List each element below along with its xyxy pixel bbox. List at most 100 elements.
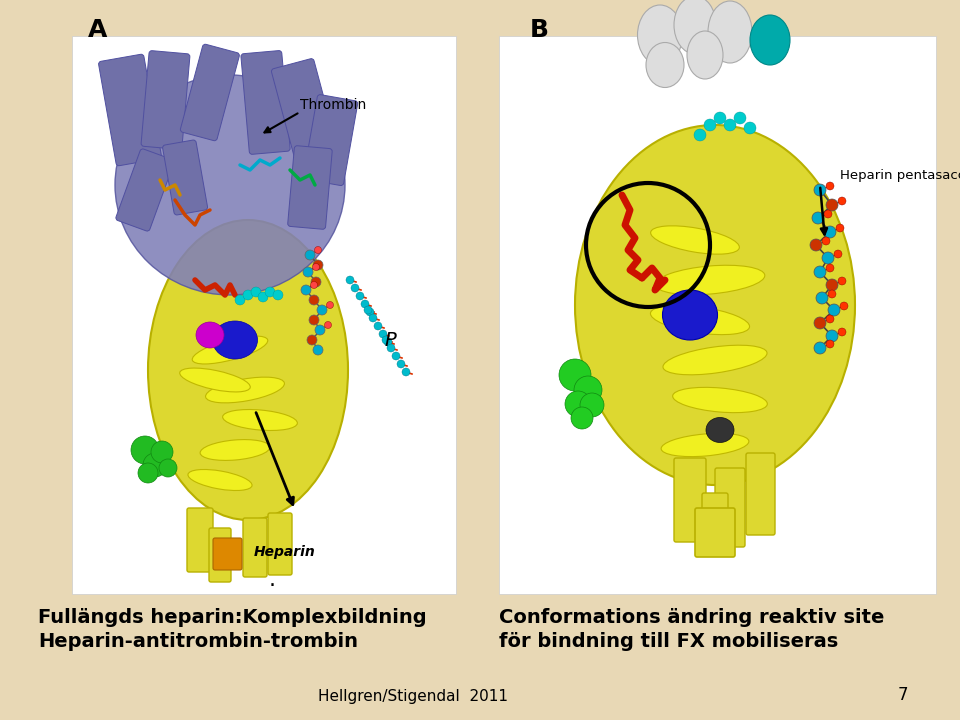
Circle shape	[810, 239, 822, 251]
Circle shape	[138, 463, 158, 483]
Circle shape	[828, 290, 836, 298]
Circle shape	[704, 119, 716, 131]
Circle shape	[374, 322, 382, 330]
FancyBboxPatch shape	[162, 140, 207, 215]
Circle shape	[822, 252, 834, 264]
Circle shape	[826, 182, 834, 190]
Circle shape	[814, 184, 826, 196]
Text: Heparin-antitrombin-trombin: Heparin-antitrombin-trombin	[38, 632, 358, 652]
Circle shape	[822, 237, 830, 245]
FancyBboxPatch shape	[141, 50, 190, 150]
FancyBboxPatch shape	[272, 58, 339, 166]
FancyBboxPatch shape	[180, 44, 239, 140]
Circle shape	[559, 359, 591, 391]
Ellipse shape	[687, 31, 723, 79]
Circle shape	[235, 295, 245, 305]
FancyBboxPatch shape	[702, 493, 728, 552]
FancyBboxPatch shape	[187, 508, 213, 572]
Ellipse shape	[646, 42, 684, 88]
Circle shape	[384, 338, 392, 346]
Circle shape	[265, 287, 275, 297]
Text: Heparin pentasaccharide: Heparin pentasaccharide	[840, 168, 960, 181]
Circle shape	[724, 119, 736, 131]
Circle shape	[131, 436, 159, 464]
Circle shape	[382, 336, 390, 344]
Text: Conformations ändring reaktiv site: Conformations ändring reaktiv site	[499, 608, 884, 627]
Circle shape	[151, 441, 173, 463]
Circle shape	[826, 315, 834, 323]
Circle shape	[838, 197, 846, 205]
Circle shape	[326, 302, 333, 308]
Text: Fullängds heparin:Komplexbildning: Fullängds heparin:Komplexbildning	[38, 608, 427, 627]
Ellipse shape	[196, 322, 224, 348]
Circle shape	[351, 284, 359, 292]
Ellipse shape	[205, 377, 284, 403]
FancyBboxPatch shape	[116, 149, 174, 231]
Circle shape	[307, 335, 317, 345]
Circle shape	[379, 330, 387, 338]
Ellipse shape	[188, 469, 252, 490]
Circle shape	[159, 459, 177, 477]
Circle shape	[574, 376, 602, 404]
Ellipse shape	[674, 0, 716, 54]
FancyBboxPatch shape	[695, 508, 735, 557]
FancyBboxPatch shape	[99, 54, 161, 166]
Bar	[72, 36, 456, 594]
Ellipse shape	[661, 433, 749, 456]
Circle shape	[814, 317, 826, 329]
Ellipse shape	[180, 368, 251, 392]
Circle shape	[324, 322, 331, 328]
Circle shape	[143, 453, 167, 477]
Circle shape	[315, 246, 322, 253]
Circle shape	[361, 300, 369, 308]
Circle shape	[309, 315, 319, 325]
Circle shape	[694, 129, 706, 141]
Ellipse shape	[651, 226, 739, 254]
Circle shape	[565, 391, 591, 417]
Circle shape	[397, 360, 405, 368]
Text: .: .	[269, 570, 276, 590]
Circle shape	[840, 302, 848, 310]
Circle shape	[824, 226, 836, 238]
Ellipse shape	[637, 5, 683, 65]
Circle shape	[310, 282, 318, 289]
Circle shape	[816, 292, 828, 304]
Text: Thrombin: Thrombin	[300, 98, 367, 112]
FancyBboxPatch shape	[674, 458, 706, 542]
FancyBboxPatch shape	[209, 528, 231, 582]
Circle shape	[243, 290, 253, 300]
Ellipse shape	[651, 305, 750, 335]
Circle shape	[838, 328, 846, 336]
FancyBboxPatch shape	[303, 94, 358, 186]
Circle shape	[309, 295, 319, 305]
Circle shape	[366, 308, 374, 316]
Ellipse shape	[223, 410, 298, 431]
Text: 7: 7	[898, 686, 907, 704]
Circle shape	[838, 277, 846, 285]
Ellipse shape	[148, 220, 348, 520]
Text: Heparin: Heparin	[254, 545, 316, 559]
Ellipse shape	[663, 345, 767, 375]
Circle shape	[315, 325, 325, 335]
FancyBboxPatch shape	[288, 145, 332, 229]
Circle shape	[273, 290, 283, 300]
Circle shape	[258, 292, 268, 302]
Circle shape	[313, 260, 323, 270]
FancyBboxPatch shape	[243, 518, 267, 577]
FancyBboxPatch shape	[715, 468, 745, 547]
FancyBboxPatch shape	[746, 453, 775, 535]
Circle shape	[313, 264, 320, 271]
Ellipse shape	[212, 321, 257, 359]
Ellipse shape	[655, 265, 765, 294]
Circle shape	[571, 407, 593, 429]
Circle shape	[826, 279, 838, 291]
Circle shape	[364, 306, 372, 314]
Circle shape	[826, 199, 838, 211]
Circle shape	[356, 292, 364, 300]
Circle shape	[311, 277, 321, 287]
Circle shape	[303, 267, 313, 277]
FancyBboxPatch shape	[241, 50, 290, 154]
Circle shape	[814, 342, 826, 354]
Circle shape	[305, 250, 315, 260]
Ellipse shape	[662, 290, 717, 340]
